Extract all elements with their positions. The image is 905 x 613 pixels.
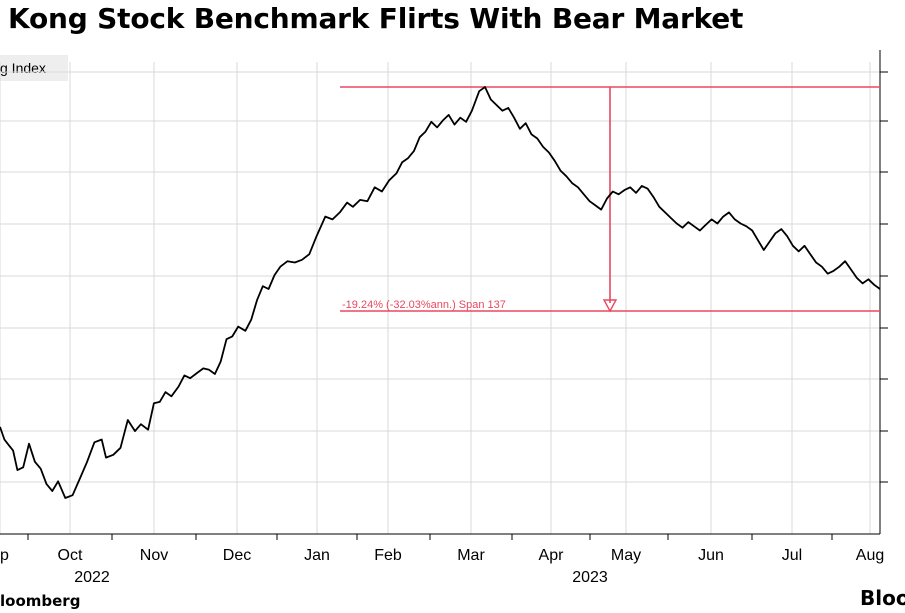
series-line-group [0,86,881,499]
annotation-arrow-head [602,299,618,313]
chart-title: Kong Stock Benchmark Flirts With Bear Ma… [8,2,744,35]
x-tick-label: Mar [457,547,485,564]
legend-label: g Index [0,55,68,81]
x-tick-label: Nov [140,547,168,564]
x-axis: p Oct Nov Dec Jan Feb Mar Apr May Jun Jul Aug 2022 20… [0,50,888,586]
grid-lines [0,62,880,534]
x-tick-label: May [611,547,641,564]
x-tick-label: Jun [698,547,724,564]
year-label: 2022 [74,569,110,586]
source-label: loomberg [0,592,81,610]
annotation-label: -19.24% (-32.03%ann.) Span 137 [342,299,506,311]
x-tick-label: Jul [782,547,802,564]
x-tick-label: Feb [374,547,402,564]
x-tick-label: Jan [304,547,330,564]
x-tick-label: p [0,547,9,564]
x-tick-label: Oct [58,547,83,564]
brand-logo: Bloo [860,586,905,610]
series-line [0,86,881,499]
year-label: 2023 [572,569,608,586]
x-tick-label: Dec [223,547,251,564]
x-tick-label: Apr [539,547,565,564]
x-tick-label: Aug [856,547,884,564]
